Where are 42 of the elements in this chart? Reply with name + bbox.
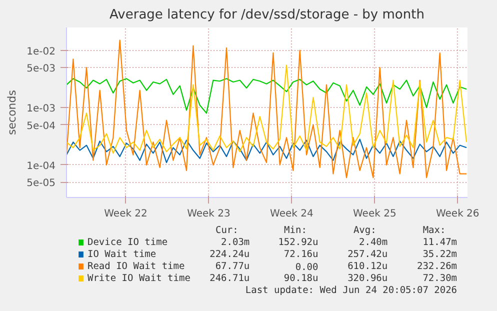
y-tick-label: 1e-04: [26, 160, 56, 172]
text: 67.77u: [215, 261, 250, 272]
text: 35.22m: [422, 249, 458, 260]
y-tick-label: 5e-03: [26, 64, 56, 75]
chart-title: Average latency for /dev/ssd/storage - by month: [110, 8, 424, 22]
line-series: [66, 138, 468, 164]
text: 246.71u: [210, 273, 250, 284]
text: Max:: [422, 225, 446, 236]
legend-label: Read IO Wait time: [87, 261, 185, 272]
y-axis-title: seconds: [6, 90, 19, 135]
text: 2.03m: [221, 237, 250, 248]
y-tick-label: 1e-03: [26, 104, 56, 115]
x-tick-label: Week 25: [353, 208, 396, 220]
text: 11.47m: [422, 237, 458, 248]
text: 152.92u: [278, 237, 318, 248]
text: 90.18u: [284, 273, 318, 284]
legend-label: IO Wait time: [87, 249, 156, 260]
y-tick-label: 5e-05: [26, 178, 56, 190]
text: 320.96u: [348, 273, 388, 284]
line-series: [66, 64, 468, 154]
y-tick-label: 1e-02: [26, 46, 56, 58]
text: 257.42u: [348, 249, 388, 260]
line-series: [66, 40, 468, 178]
text: 0.00: [295, 262, 319, 273]
text: 72.16u: [284, 249, 318, 260]
legend-label: Device IO time: [87, 237, 168, 248]
line-series: [66, 78, 468, 114]
text: Last update: Wed Jun 24 20:05:07 2026: [245, 285, 458, 296]
text: 72.30m: [422, 273, 458, 284]
x-tick-label: Week 22: [104, 208, 148, 220]
y-tick-label: 5e-04: [26, 120, 56, 132]
text: 232.26m: [416, 261, 458, 272]
text: Avg:: [353, 225, 376, 236]
x-tick-label: Week 24: [270, 208, 314, 220]
x-tick-label: Week 23: [187, 208, 230, 220]
text: 610.12u: [348, 261, 388, 272]
text: 224.24u: [210, 249, 250, 260]
text: Cur:: [215, 225, 238, 236]
text: 2.40m: [359, 237, 388, 248]
legend-label: Write IO Wait time: [87, 273, 191, 284]
x-tick-label: Week 26: [436, 208, 480, 220]
text: Min:: [284, 225, 307, 236]
